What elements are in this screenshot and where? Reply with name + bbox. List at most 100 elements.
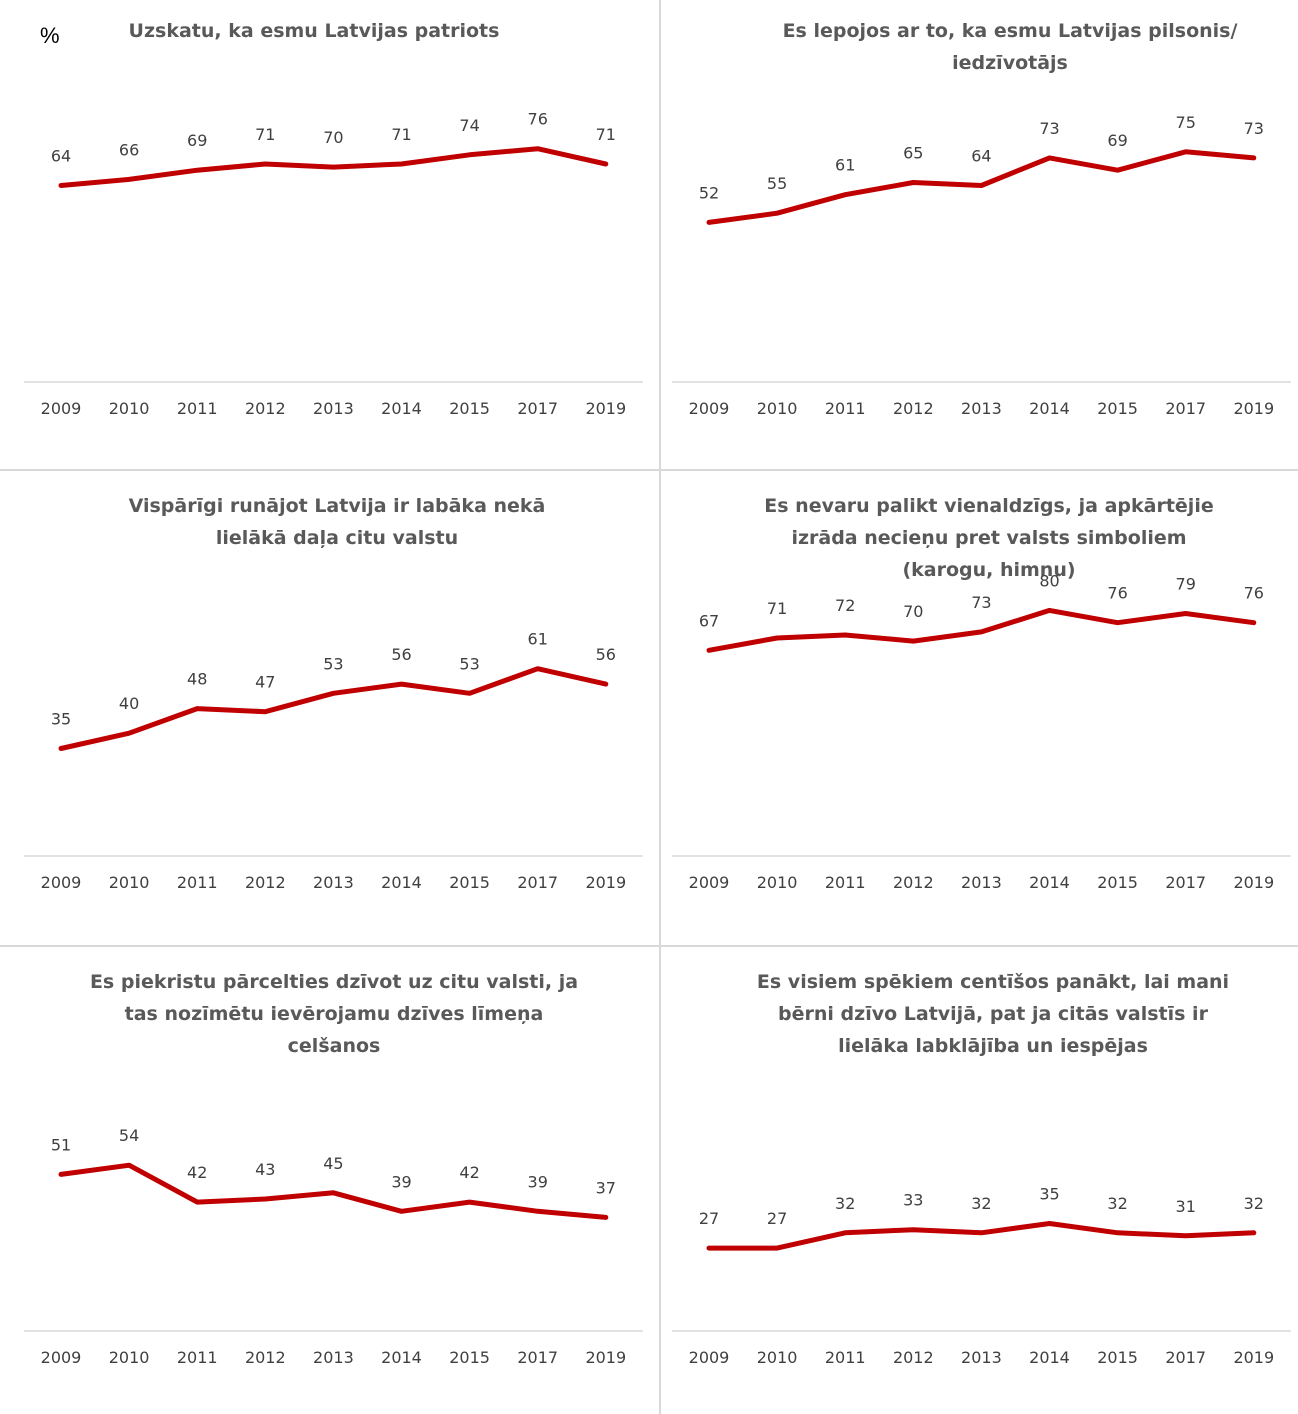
x-tick-label: 2014: [381, 399, 422, 418]
chart-title: Es lepojos ar to, ka esmu Latvijas pilso…: [783, 20, 1238, 42]
data-label: 45: [323, 1154, 343, 1173]
data-label: 54: [119, 1126, 139, 1145]
series-line: [706, 607, 1257, 653]
chart-title: tas nozīmētu ievērojamu dzīves līmeņa: [125, 1003, 544, 1025]
data-label: 61: [528, 630, 548, 649]
x-tick-label: 2014: [1029, 399, 1070, 418]
x-tick-label: 2014: [1029, 873, 1070, 892]
data-label: 71: [596, 125, 616, 144]
x-tick-label: 2010: [757, 873, 798, 892]
data-label: 67: [699, 611, 719, 630]
data-label: 37: [596, 1178, 616, 1197]
percent-unit-label: %: [40, 23, 60, 48]
x-tick-label: 2019: [1233, 873, 1274, 892]
x-tick-label: 2013: [961, 399, 1002, 418]
data-label: 53: [323, 654, 343, 673]
x-tick-label: 2010: [109, 1348, 150, 1367]
x-tick-label: 2013: [313, 399, 354, 418]
x-tick-label: 2009: [41, 873, 82, 892]
data-label: 71: [767, 599, 787, 618]
x-tick-label: 2012: [245, 399, 286, 418]
data-label: 75: [1176, 113, 1196, 132]
x-tick-label: 2011: [825, 399, 866, 418]
data-label: 80: [1039, 571, 1059, 590]
data-label: 35: [1039, 1185, 1059, 1204]
data-label: 72: [835, 596, 855, 615]
x-tick-label: 2019: [1233, 399, 1274, 418]
x-tick-label: 2012: [245, 873, 286, 892]
data-label: 61: [835, 156, 855, 175]
chart-panel-1: Uzskatu, ka esmu Latvijas patriots 2009 20…: [24, 20, 643, 418]
x-tick-label: 2017: [517, 399, 558, 418]
x-tick-label: 2010: [757, 399, 798, 418]
data-label: 47: [255, 673, 275, 692]
data-label: 66: [119, 140, 139, 159]
x-tick-label: 2011: [177, 1348, 218, 1367]
data-label: 39: [528, 1172, 548, 1191]
chart-title: lielākā daļa citu valstu: [216, 527, 458, 549]
data-label: 31: [1176, 1197, 1196, 1216]
x-tick-label: 2014: [381, 1348, 422, 1367]
data-label: 55: [767, 174, 787, 193]
chart-title: celšanos: [288, 1035, 381, 1057]
x-tick-label: 2009: [41, 399, 82, 418]
x-tick-label: 2012: [893, 399, 934, 418]
chart-title: bērni dzīvo Latvijā, pat ja citās valstī…: [778, 1003, 1209, 1025]
x-tick-label: 2017: [517, 1348, 558, 1367]
x-tick-label: 2013: [961, 1348, 1002, 1367]
data-label: 56: [391, 645, 411, 664]
x-tick-label: 2015: [449, 1348, 490, 1367]
x-tick-label: 2010: [109, 873, 150, 892]
x-tick-label: 2013: [313, 1348, 354, 1367]
chart-panel-2: Es lepojos ar to, ka esmu Latvijas pilso…: [672, 20, 1291, 418]
chart-panel-6: Es visiem spēkiem centīšos panākt, lai m…: [672, 971, 1291, 1367]
data-label: 79: [1176, 574, 1196, 593]
data-label: 70: [323, 128, 343, 147]
data-label: 51: [51, 1135, 71, 1154]
x-tick-label: 2011: [177, 873, 218, 892]
data-label: 52: [699, 183, 719, 202]
x-tick-label: 2019: [585, 1348, 626, 1367]
chart-title: Es visiem spēkiem centīšos panākt, lai m…: [757, 971, 1229, 993]
x-tick-label: 2011: [825, 873, 866, 892]
data-label: 39: [391, 1172, 411, 1191]
data-label: 35: [51, 710, 71, 729]
x-tick-label: 2015: [1097, 873, 1138, 892]
data-label: 73: [971, 593, 991, 612]
x-tick-label: 2014: [381, 873, 422, 892]
x-tick-label: 2009: [41, 1348, 82, 1367]
chart-panel-4: Es nevaru palikt vienaldzīgs, ja apkārtē…: [672, 495, 1291, 892]
data-label: 53: [459, 654, 479, 673]
x-tick-label: 2011: [177, 399, 218, 418]
x-tick-label: 2015: [1097, 399, 1138, 418]
series-line: [58, 1162, 609, 1220]
data-label: 32: [1107, 1194, 1127, 1213]
x-tick-label: 2017: [1165, 873, 1206, 892]
data-label: 74: [459, 116, 479, 135]
x-tick-label: 2012: [893, 873, 934, 892]
data-label: 71: [255, 125, 275, 144]
chart-title: Uzskatu, ka esmu Latvijas patriots: [129, 20, 500, 42]
x-tick-label: 2013: [961, 873, 1002, 892]
chart-panel-5: Es piekristu pārcelties dzīvot uz citu v…: [24, 971, 643, 1367]
data-label: 48: [187, 670, 207, 689]
data-label: 33: [903, 1191, 923, 1210]
x-tick-label: 2011: [825, 1348, 866, 1367]
chart-title: Es nevaru palikt vienaldzīgs, ja apkārtē…: [764, 495, 1213, 517]
x-tick-label: 2014: [1029, 1348, 1070, 1367]
data-label: 64: [51, 147, 71, 166]
x-tick-label: 2017: [1165, 1348, 1206, 1367]
data-label: 32: [971, 1194, 991, 1213]
data-label: 69: [187, 131, 207, 150]
chart-title: Es piekristu pārcelties dzīvot uz citu v…: [90, 971, 578, 993]
chart-title: izrāda necieņu pret valsts simboliem: [791, 527, 1186, 549]
data-label: 27: [699, 1209, 719, 1228]
x-tick-label: 2012: [893, 1348, 934, 1367]
data-label: 42: [459, 1163, 479, 1182]
data-label: 42: [187, 1163, 207, 1182]
data-label: 70: [903, 602, 923, 621]
x-tick-label: 2019: [1233, 1348, 1274, 1367]
chart-panel-3: Vispārīgi runājot Latvija ir labāka nekā…: [24, 495, 643, 892]
data-label: 76: [1244, 584, 1264, 603]
